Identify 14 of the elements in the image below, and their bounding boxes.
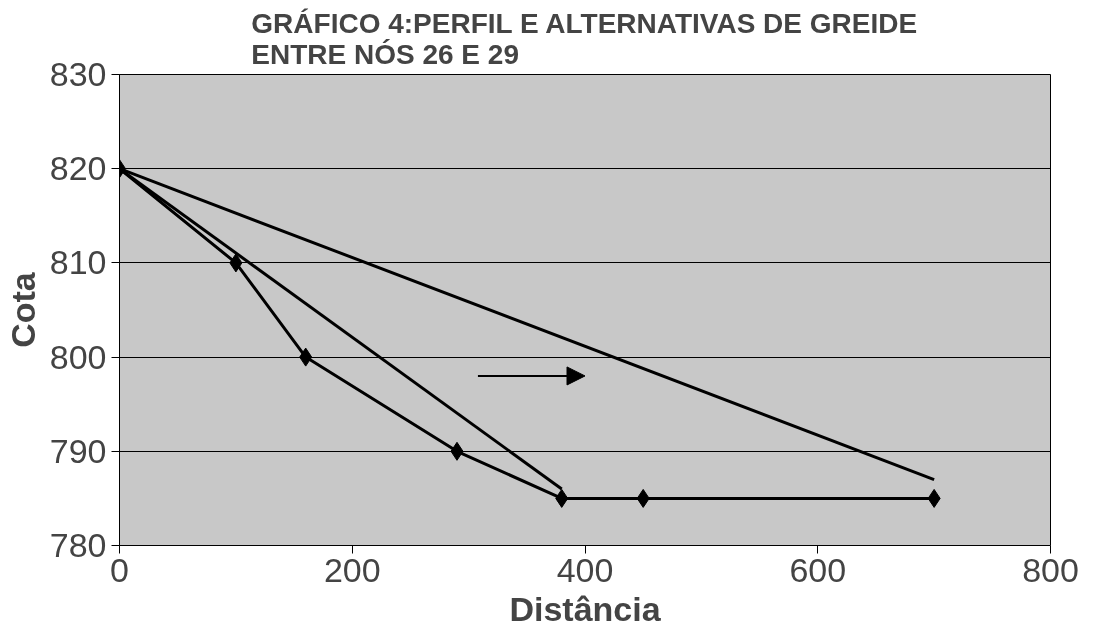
x-axis-title: Distância [509,589,662,628]
x-tick-label: 600 [789,550,847,589]
x-tick-label: 0 [110,550,129,589]
x-tick-label: 200 [323,550,381,589]
y-tick-label: 830 [49,55,107,93]
chart-title: GRÁFICO 4:PERFIL E ALTERNATIVAS DE GREIDE ENTRE NÓS 26 E 29 [251,7,918,70]
y-tick-label: 790 [49,431,107,470]
y-tick-label: 800 [49,337,107,376]
x-tick-label: 400 [556,550,614,589]
y-tick-label: 820 [49,149,107,188]
y-axis-title: Cota [3,271,42,348]
x-tick-label: 800 [1022,550,1079,589]
y-tick-label: 780 [49,526,107,564]
y-tick-label: 810 [49,243,107,282]
